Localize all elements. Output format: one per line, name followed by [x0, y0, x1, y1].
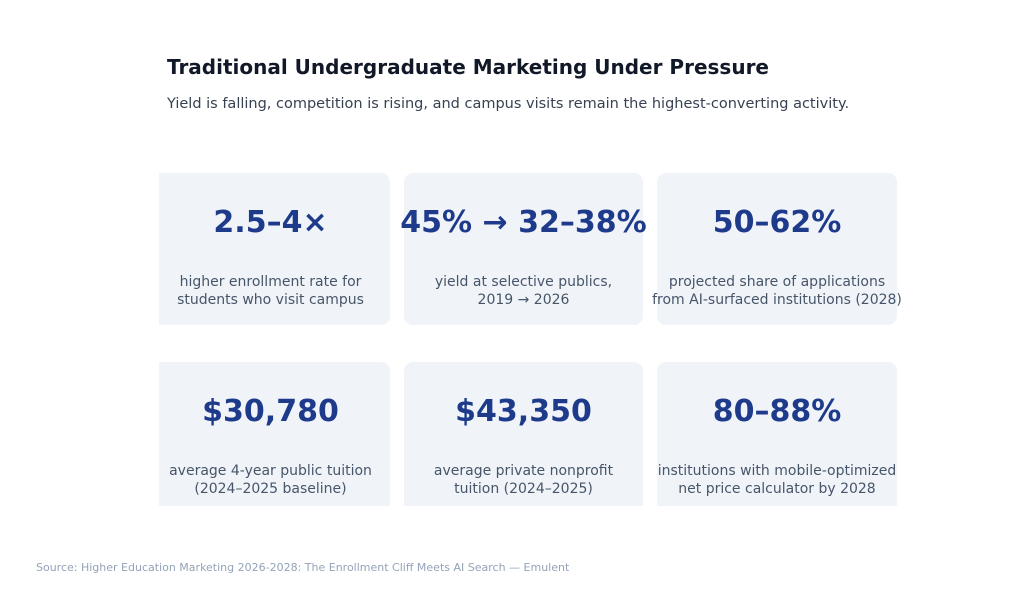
stat-grid: 2.5–4× higher enrollment rate for studen… — [159, 160, 919, 506]
stat-card: 2.5–4× higher enrollment rate for studen… — [159, 173, 390, 325]
page-subtitle: Yield is falling, competition is rising,… — [167, 96, 850, 112]
stat-label: higher enrollment rate for students who … — [177, 274, 364, 308]
stat-label: projected share of applications from AI-… — [652, 274, 902, 308]
stat-label: institutions with mobile-optimized net p… — [657, 463, 897, 497]
stat-label: average private nonprofit tuition (2024–… — [433, 463, 614, 497]
stat-value: 80–88% — [712, 394, 842, 429]
stat-label: yield at selective publics, 2019 → 2026 — [434, 274, 613, 308]
stat-value: 2.5–4× — [213, 205, 328, 240]
stat-card: $30,780 average 4-year public tuition (2… — [159, 362, 390, 506]
stat-label: average 4-year public tuition (2024–2025… — [169, 463, 372, 497]
stat-value: $30,780 — [202, 394, 339, 429]
stat-value: 45% → 32–38% — [400, 205, 647, 240]
stat-value: $43,350 — [455, 394, 592, 429]
stat-card: $43,350 average private nonprofit tuitio… — [404, 362, 643, 506]
stat-card: 50–62% projected share of applications f… — [652, 173, 902, 325]
stat-card: 80–88% institutions with mobile-optimize… — [657, 362, 897, 506]
stat-value: 50–62% — [712, 205, 842, 240]
page-title: Traditional Undergraduate Marketing Unde… — [167, 55, 769, 79]
source-note: Source: Higher Education Marketing 2026-… — [36, 561, 570, 574]
stat-card: 45% → 32–38% yield at selective publics,… — [400, 173, 647, 325]
